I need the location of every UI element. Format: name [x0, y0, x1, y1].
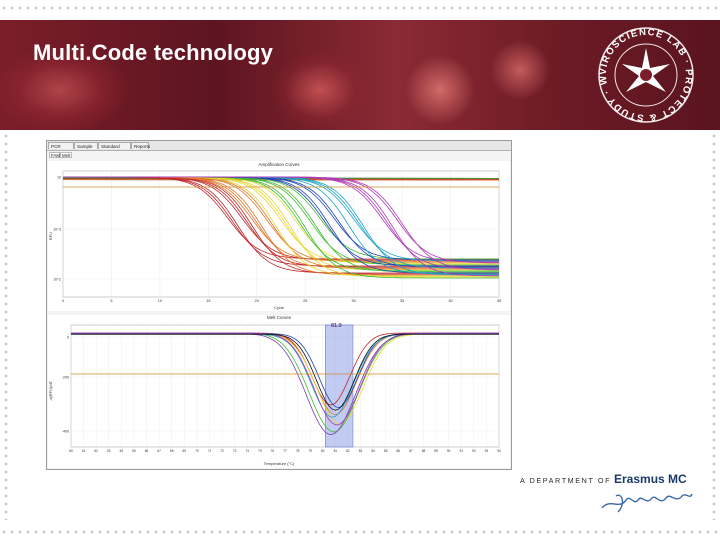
- amp-x-tick-label: 40: [448, 299, 452, 303]
- melt-x-label: Temperature (°C): [264, 461, 295, 466]
- melt-x-tick-label: 68: [170, 449, 174, 453]
- melt-x-tick-label: 84: [371, 449, 375, 453]
- melt-x-tick-label: 78: [296, 449, 300, 453]
- header-banner: [0, 20, 720, 130]
- amp-x-tick-label: 35: [400, 299, 404, 303]
- melt-x-tick-label: 80: [321, 449, 325, 453]
- subtab-melt[interactable]: Melt: [60, 152, 72, 158]
- melt-x-tick-label: 87: [409, 449, 413, 453]
- melt-x-tick-label: 70: [195, 449, 199, 453]
- melt-x-tick-label: 86: [397, 449, 401, 453]
- viroscience-lab-logo: VIROSCIENCE LAB · PROTECT & STUDY · WHER…: [590, 20, 694, 123]
- amp-curve: [63, 176, 499, 271]
- melt-x-tick-label: 67: [157, 449, 161, 453]
- amp-x-tick-label: 5: [110, 299, 112, 303]
- pcr-software-window: PCR Curves Sample IDs Standard Curves Re…: [46, 140, 512, 470]
- tab-bar: PCR Curves Sample IDs Standard Curves Re…: [47, 141, 511, 156]
- melt-x-tick-label: 77: [283, 449, 287, 453]
- melt-x-tick-label: 65: [132, 449, 136, 453]
- melt-x-tick-label: 82: [346, 449, 350, 453]
- melt-curve: [71, 333, 499, 435]
- melt-curve: [71, 333, 499, 411]
- melt-x-tick-label: 90: [447, 449, 451, 453]
- amp-x-tick-label: 20: [255, 299, 259, 303]
- amplification-y-label: RFU: [48, 232, 53, 240]
- amp-y-tick-label: 10^2: [53, 278, 61, 282]
- amp-y-tick-label: 10: [57, 176, 61, 180]
- melt-y-label: -d(RFU)/dT: [48, 380, 53, 401]
- tab-reports[interactable]: Reports: [131, 142, 150, 149]
- melt-y-tick-label: -400: [62, 430, 69, 434]
- right-dot-border: [710, 20, 718, 520]
- institution-name: Erasmus MC: [614, 472, 687, 486]
- melt-x-tick-label: 66: [145, 449, 149, 453]
- melt-x-tick-label: 75: [258, 449, 262, 453]
- melt-y-tick-label: -200: [62, 376, 69, 380]
- melt-x-tick-label: 94: [497, 449, 501, 453]
- melt-x-tick-label: 63: [107, 449, 111, 453]
- melt-x-tick-label: 81: [334, 449, 338, 453]
- melt-peak-band[interactable]: [325, 324, 354, 448]
- amp-x-tick-label: 25: [303, 299, 307, 303]
- melt-x-tick-label: 85: [384, 449, 388, 453]
- amplification-title: Amplification Curves: [258, 162, 300, 167]
- amp-x-tick-label: 10: [158, 299, 162, 303]
- melt-x-tick-label: 93: [485, 449, 489, 453]
- left-dot-border: [2, 20, 10, 520]
- amp-x-tick-label: 45: [497, 299, 501, 303]
- amplification-panel: Amplification Curves 0 5 10 15 20 25 30 35 40 45 …: [47, 159, 511, 313]
- melt-x-tick-label: 76: [271, 449, 275, 453]
- star-emblem-icon: [622, 48, 670, 92]
- amp-x-tick-label: 30: [352, 299, 356, 303]
- department-label: A DEPARTMENT OF: [520, 476, 612, 485]
- channel-tabs: FAM Melt: [47, 151, 511, 159]
- melt-x-tick-label: 69: [183, 449, 187, 453]
- bottom-dot-border: [0, 528, 720, 536]
- melt-x-tick-label: 89: [434, 449, 438, 453]
- melt-y-tick-label: 0: [67, 336, 69, 340]
- melt-x-tick-label: 83: [359, 449, 363, 453]
- melt-x-tick-label: 88: [422, 449, 426, 453]
- erasmus-signature: [601, 493, 693, 513]
- melt-curve: [71, 332, 499, 426]
- melt-x-tick-label: 71: [208, 449, 212, 453]
- melt-x-tick-label: 92: [472, 449, 476, 453]
- amplification-x-label: Cycle: [274, 305, 285, 310]
- melt-x-tick-label: 60: [69, 449, 73, 453]
- melt-x-tick-label: 79: [308, 449, 312, 453]
- melt-panel: Melt Curves 60 61 62 63 64 65 66 67 68 69 70 71 72 73…: [47, 313, 511, 469]
- subtab-fam[interactable]: FAM: [49, 152, 61, 158]
- slide-title: Multi.Code technology: [33, 40, 274, 65]
- melt-x-tick-label: 74: [245, 449, 249, 453]
- melt-x-tick-label: 73: [233, 449, 237, 453]
- amp-y-tick-label: 10^3: [53, 228, 61, 232]
- amp-x-tick-label: 0: [62, 299, 64, 303]
- melt-x-tick-label: 62: [94, 449, 98, 453]
- melt-x-tick-label: 72: [220, 449, 224, 453]
- melt-x-tick-label: 64: [120, 449, 124, 453]
- plots-area: Amplification Curves 0 5 10 15 20 25 30 35 40 45 …: [47, 159, 511, 469]
- amp-x-tick-label: 15: [206, 299, 210, 303]
- melt-title: Melt Curves: [267, 315, 292, 320]
- top-dot-border: [0, 4, 720, 12]
- melt-x-tick-label: 91: [459, 449, 463, 453]
- melt-x-tick-label: 61: [82, 449, 86, 453]
- melt-peak-label: 81.0: [331, 323, 342, 329]
